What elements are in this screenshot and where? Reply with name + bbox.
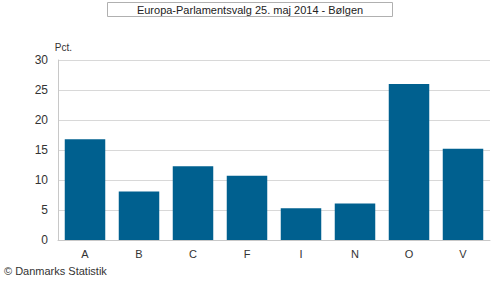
svg-text:10: 10 bbox=[35, 173, 49, 187]
svg-text:Pct.: Pct. bbox=[55, 42, 72, 53]
svg-text:V: V bbox=[459, 248, 467, 260]
svg-text:5: 5 bbox=[41, 203, 48, 217]
svg-text:Europa-Parlamentsvalg 25. maj: Europa-Parlamentsvalg 25. maj 2014 - Bøl… bbox=[137, 4, 363, 16]
svg-text:30: 30 bbox=[35, 53, 49, 67]
svg-text:F: F bbox=[244, 248, 251, 260]
svg-text:25: 25 bbox=[35, 83, 49, 97]
svg-text:20: 20 bbox=[35, 113, 49, 127]
svg-text:15: 15 bbox=[35, 143, 49, 157]
svg-text:© Danmarks Statistik: © Danmarks Statistik bbox=[4, 265, 107, 277]
svg-text:A: A bbox=[81, 248, 89, 260]
svg-text:B: B bbox=[135, 248, 142, 260]
svg-text:N: N bbox=[351, 248, 359, 260]
svg-text:I: I bbox=[299, 248, 302, 260]
svg-text:O: O bbox=[405, 248, 414, 260]
svg-text:C: C bbox=[189, 248, 197, 260]
svg-text:0: 0 bbox=[41, 233, 48, 247]
